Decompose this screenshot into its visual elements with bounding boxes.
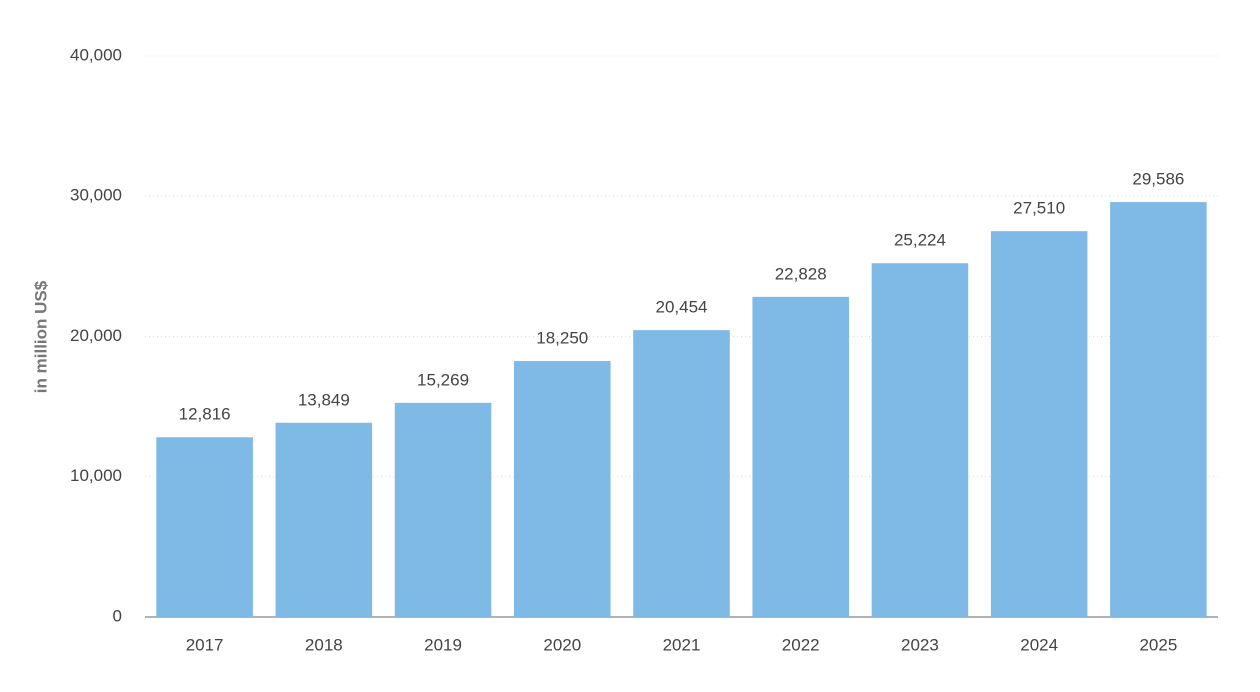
value-label: 13,849 [298,390,350,409]
value-label: 27,510 [1013,199,1065,218]
bar [394,402,492,617]
y-tick-label: 10,000 [70,466,122,485]
bar [871,263,969,617]
x-tick-label: 2024 [1020,635,1058,654]
x-tick-label: 2022 [782,635,820,654]
bar [990,231,1088,618]
y-tick-label: 0 [113,606,122,625]
value-label: 12,816 [179,405,231,424]
value-label: 29,586 [1132,170,1184,189]
x-tick-label: 2023 [901,635,939,654]
x-tick-label: 2018 [305,635,343,654]
bar [633,330,730,617]
x-tick-label: 2020 [543,635,581,654]
x-tick-label: 2021 [663,635,701,654]
value-label: 15,269 [417,370,469,389]
y-tick-label: 20,000 [70,326,122,345]
x-tick-label: 2017 [186,635,224,654]
value-label: 22,828 [775,264,827,283]
bar [156,437,253,617]
value-label: 20,454 [656,298,708,317]
y-tick-label: 40,000 [70,45,122,64]
bar [513,361,611,617]
value-label: 25,224 [894,231,946,250]
bar [752,296,850,617]
value-label: 18,250 [536,329,588,348]
y-tick-label: 30,000 [70,186,122,205]
x-tick-label: 2025 [1139,635,1177,654]
bar [275,422,373,617]
y-axis-label: in million US$ [31,280,50,393]
bar [1110,202,1207,618]
x-tick-label: 2019 [424,635,462,654]
